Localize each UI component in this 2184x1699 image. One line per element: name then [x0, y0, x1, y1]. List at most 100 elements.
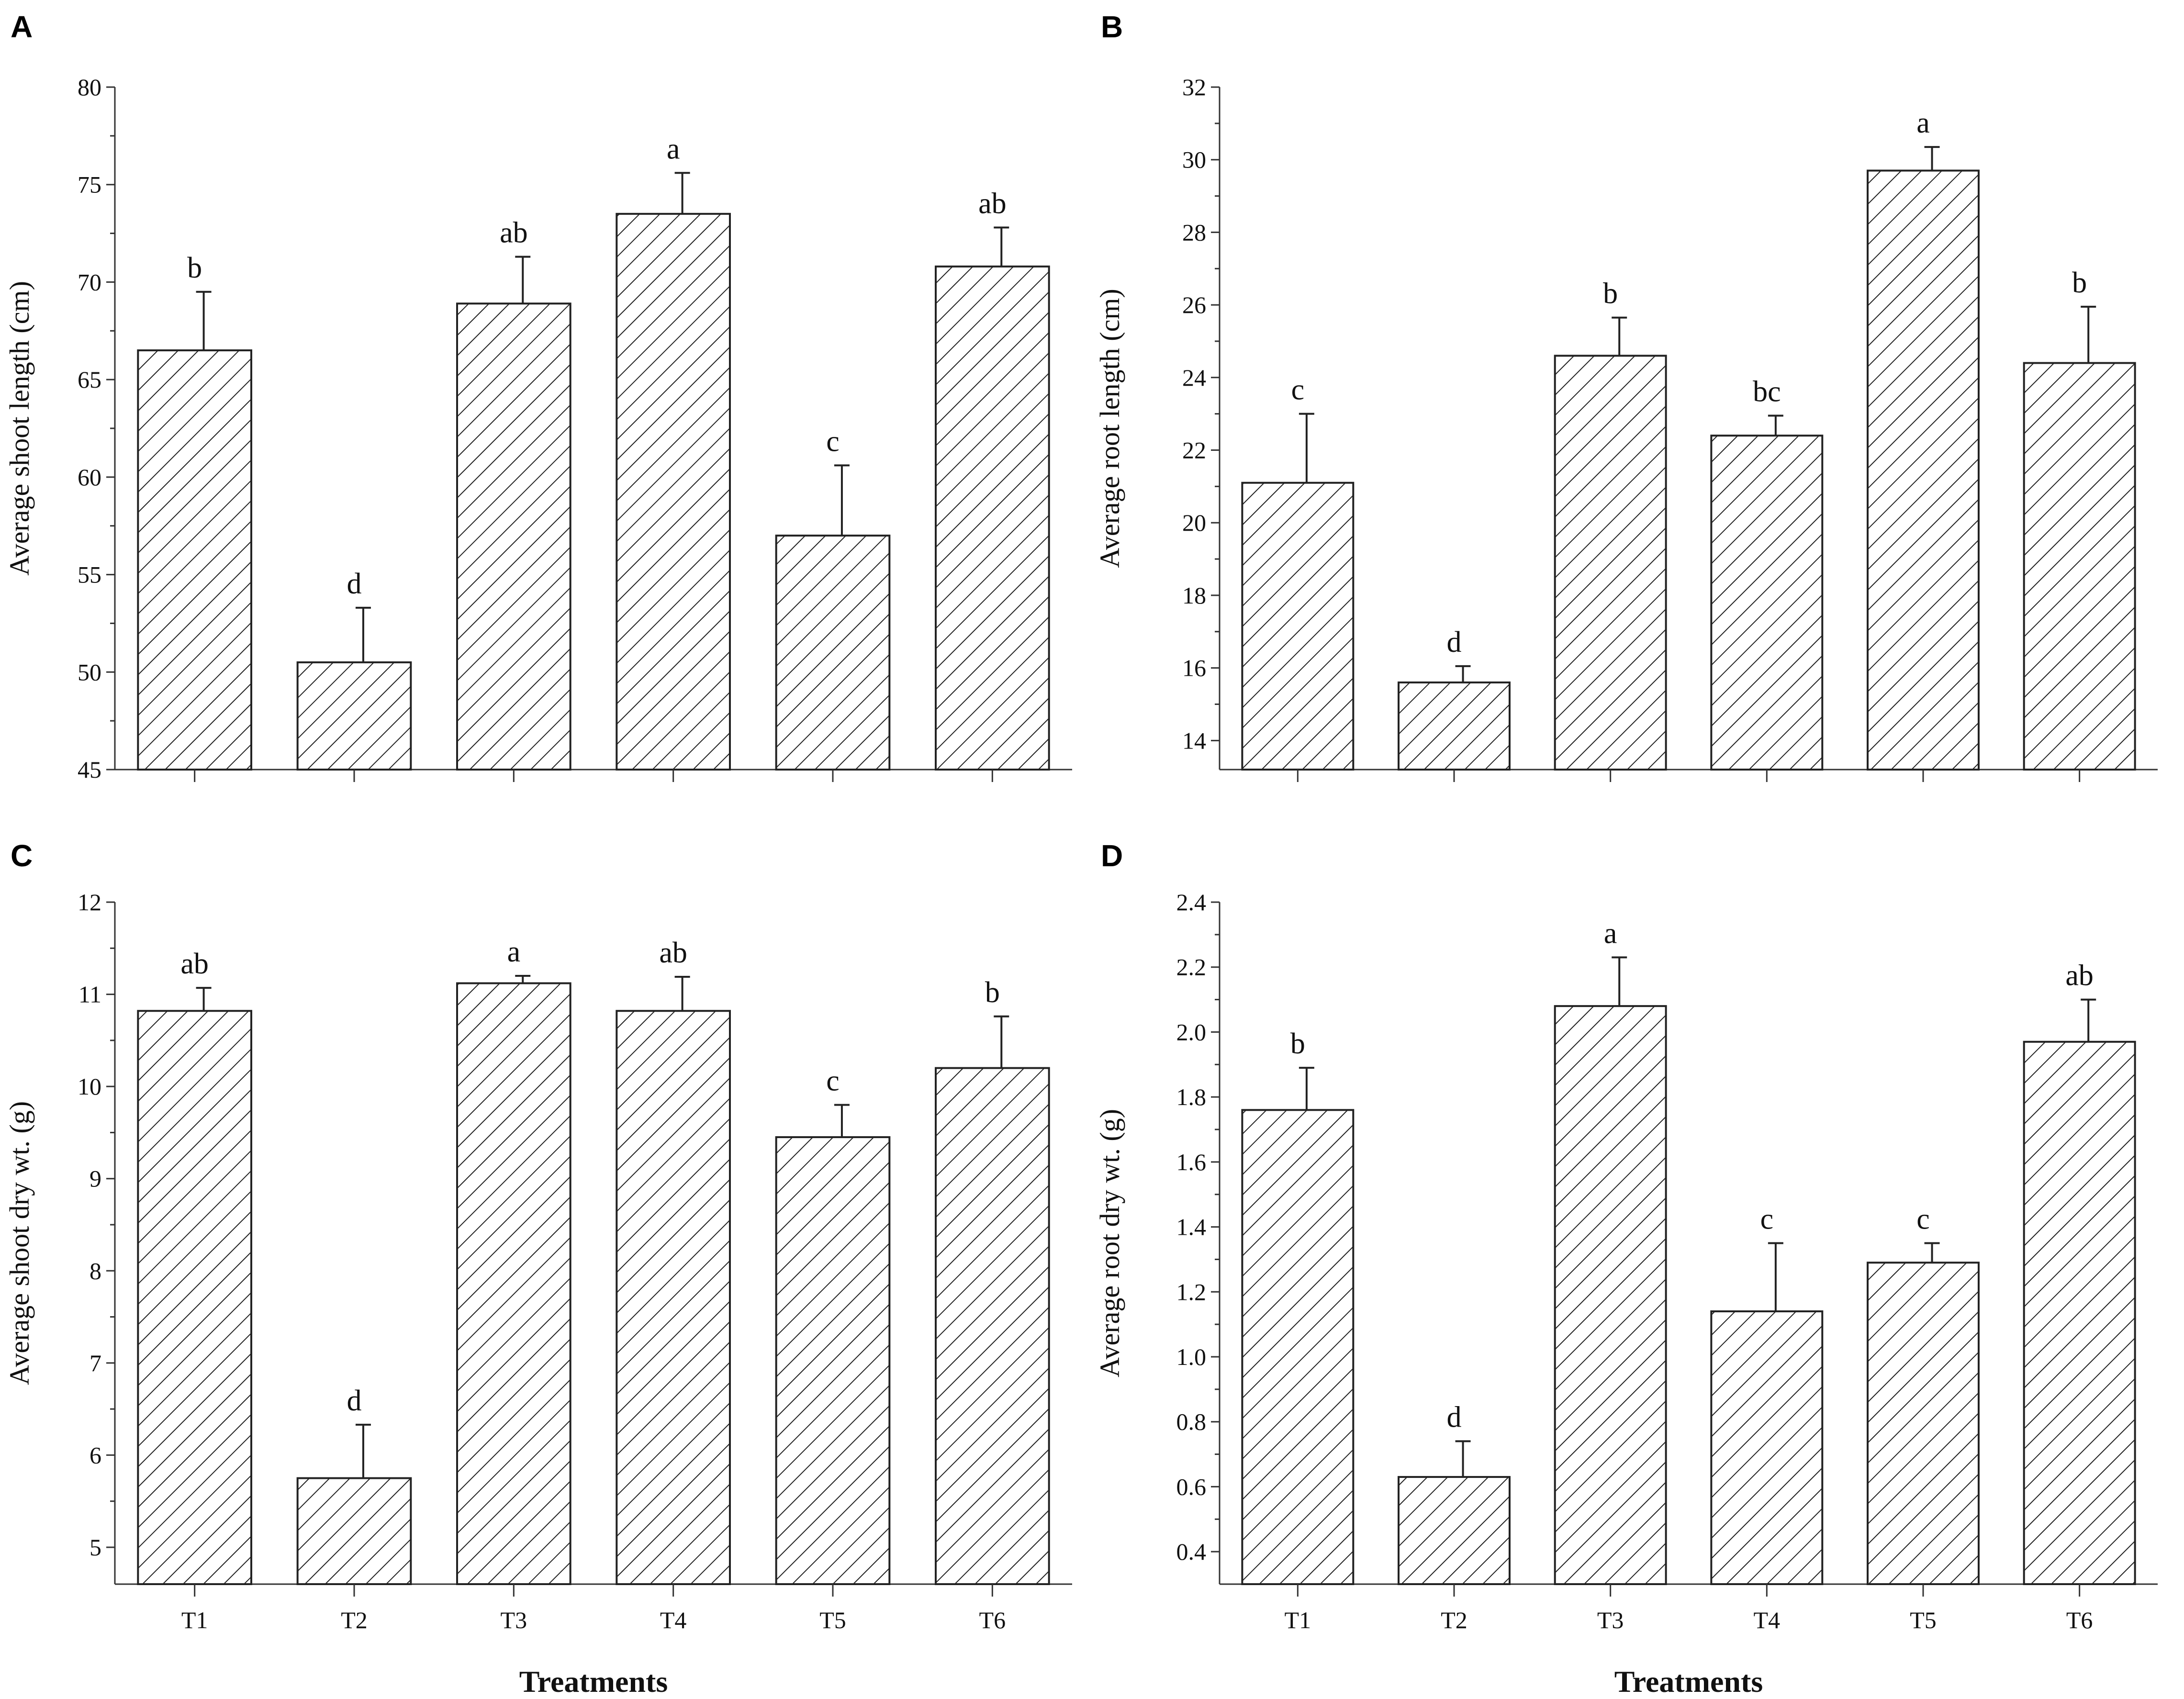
error-bar-T5: [834, 1104, 850, 1138]
y-tick-label: 1.0: [1176, 1343, 1207, 1370]
significance-label: ab: [500, 216, 528, 249]
bar-T6: [2023, 362, 2136, 771]
significance-label: ab: [180, 948, 209, 980]
x-tick-label: T1: [1285, 1607, 1311, 1633]
x-tick-label: T2: [341, 1607, 368, 1633]
bar-T3: [456, 982, 571, 1585]
error-bar-T4: [1768, 414, 1783, 436]
significance-label: ab: [2065, 960, 2094, 992]
panel-D: D 0.4 0.6 0.8 1.0 1.2 1.4 1.6 1.8 2.0 2.2 2.4 Averag…: [1094, 838, 2158, 1699]
y-tick-label: 28: [1182, 219, 1206, 246]
bar-T5: [1867, 169, 1980, 771]
y-tick-label: 11: [78, 981, 101, 1008]
x-tick-label: T3: [501, 1607, 527, 1633]
x-tick-label: T3: [1597, 1607, 1624, 1633]
y-tick-label: 10: [78, 1073, 101, 1100]
y-tick-label: 5: [90, 1534, 101, 1561]
error-bar-T5: [1924, 1242, 1940, 1263]
x-tick-label: T6: [979, 1607, 1006, 1633]
significance-label: b: [1290, 1028, 1305, 1060]
y-axis-title: Average shoot length (cm): [4, 281, 35, 576]
y-tick-label: 8: [90, 1257, 101, 1284]
y-tick-label: 0.4: [1176, 1538, 1207, 1565]
y-tick-label: 50: [78, 659, 101, 685]
y-tick-label: 0.6: [1176, 1473, 1207, 1500]
error-bar-T4: [674, 172, 690, 214]
significance-label: d: [347, 1385, 362, 1417]
error-bar-T5: [834, 464, 850, 536]
significance-label: a: [667, 133, 680, 165]
y-tick-label: 2.2: [1176, 954, 1207, 981]
bar-T4: [616, 212, 731, 771]
panel-letter: C: [11, 838, 33, 873]
y-tick-label: 9: [90, 1165, 101, 1192]
significance-label: c: [826, 1065, 840, 1097]
panel-letter: D: [1101, 838, 1123, 873]
error-bar-T3: [1612, 316, 1627, 356]
y-tick-label: 1.4: [1176, 1214, 1207, 1241]
y-tick-label: 14: [1182, 727, 1206, 754]
x-tick-label: T5: [1910, 1607, 1937, 1633]
bar-T6: [935, 1067, 1050, 1585]
error-bar-T3: [515, 256, 531, 304]
bar-T4: [616, 1010, 731, 1585]
error-bar-T6: [2081, 998, 2096, 1042]
bar-T3: [1554, 1005, 1667, 1585]
bar-T4: [1710, 435, 1824, 771]
significance-label: b: [985, 976, 1000, 1009]
y-tick-label: 26: [1182, 291, 1206, 318]
error-bar-T3: [1612, 956, 1627, 1006]
significance-label: d: [1447, 626, 1462, 659]
panel-letter: B: [1101, 10, 1123, 44]
y-tick-label: 2.0: [1176, 1018, 1207, 1045]
x-axis-title: Treatments: [1614, 1665, 1763, 1699]
y-tick-label: 18: [1182, 582, 1206, 609]
y-tick-label: 45: [78, 756, 101, 783]
significance-label: a: [1604, 917, 1617, 950]
bar-T1: [137, 349, 253, 771]
y-axis-title: Average shoot dry wt. (g): [4, 1101, 35, 1385]
error-bar-T6: [994, 226, 1009, 267]
y-tick-label: 1.8: [1176, 1084, 1207, 1110]
bar-T1: [137, 1010, 253, 1585]
bar-T6: [935, 265, 1050, 771]
x-tick-label: T6: [2066, 1607, 2093, 1633]
y-tick-label: 75: [78, 171, 101, 198]
panel-A: A 45 50 55 60 65 70 75 80 Average shoot length (c…: [4, 10, 1072, 783]
y-tick-label: 80: [78, 74, 101, 101]
error-bar-T2: [355, 606, 371, 662]
significance-label: b: [1603, 278, 1618, 310]
error-bar-T2: [1455, 665, 1471, 682]
error-bar-T3: [515, 975, 531, 984]
significance-label: bc: [1753, 375, 1781, 408]
bar-T3: [1554, 355, 1667, 771]
significance-label: d: [1447, 1401, 1462, 1433]
significance-label: c: [826, 425, 840, 458]
y-tick-label: 65: [78, 366, 101, 393]
y-tick-label: 30: [1182, 146, 1206, 173]
bar-T4: [1710, 1310, 1824, 1585]
y-tick-label: 55: [78, 561, 101, 588]
y-tick-label: 70: [78, 268, 101, 295]
x-tick-label: T4: [1754, 1607, 1781, 1633]
significance-label: c: [1916, 1203, 1930, 1236]
panel-B: B 14 16 18 20 22 24 26 28 30 32 Average root length…: [1094, 10, 2158, 782]
bar-T2: [1398, 1476, 1511, 1586]
error-bar-T1: [196, 291, 212, 351]
y-tick-label: 6: [90, 1442, 101, 1468]
x-axis-title: Treatments: [519, 1665, 668, 1699]
y-tick-label: 12: [78, 889, 101, 916]
significance-label: c: [1291, 374, 1305, 406]
y-tick-label: 1.2: [1176, 1278, 1207, 1305]
y-tick-label: 60: [78, 464, 101, 491]
bar-T2: [1398, 681, 1511, 771]
bar-T1: [1241, 481, 1355, 771]
error-bar-T4: [674, 975, 690, 1011]
error-bar-T1: [1299, 1067, 1314, 1110]
significance-label: ab: [978, 187, 1007, 220]
significance-label: b: [187, 252, 202, 284]
bar-T2: [296, 1477, 412, 1586]
y-tick-label: 2.4: [1176, 889, 1207, 916]
significance-label: c: [1760, 1203, 1774, 1236]
